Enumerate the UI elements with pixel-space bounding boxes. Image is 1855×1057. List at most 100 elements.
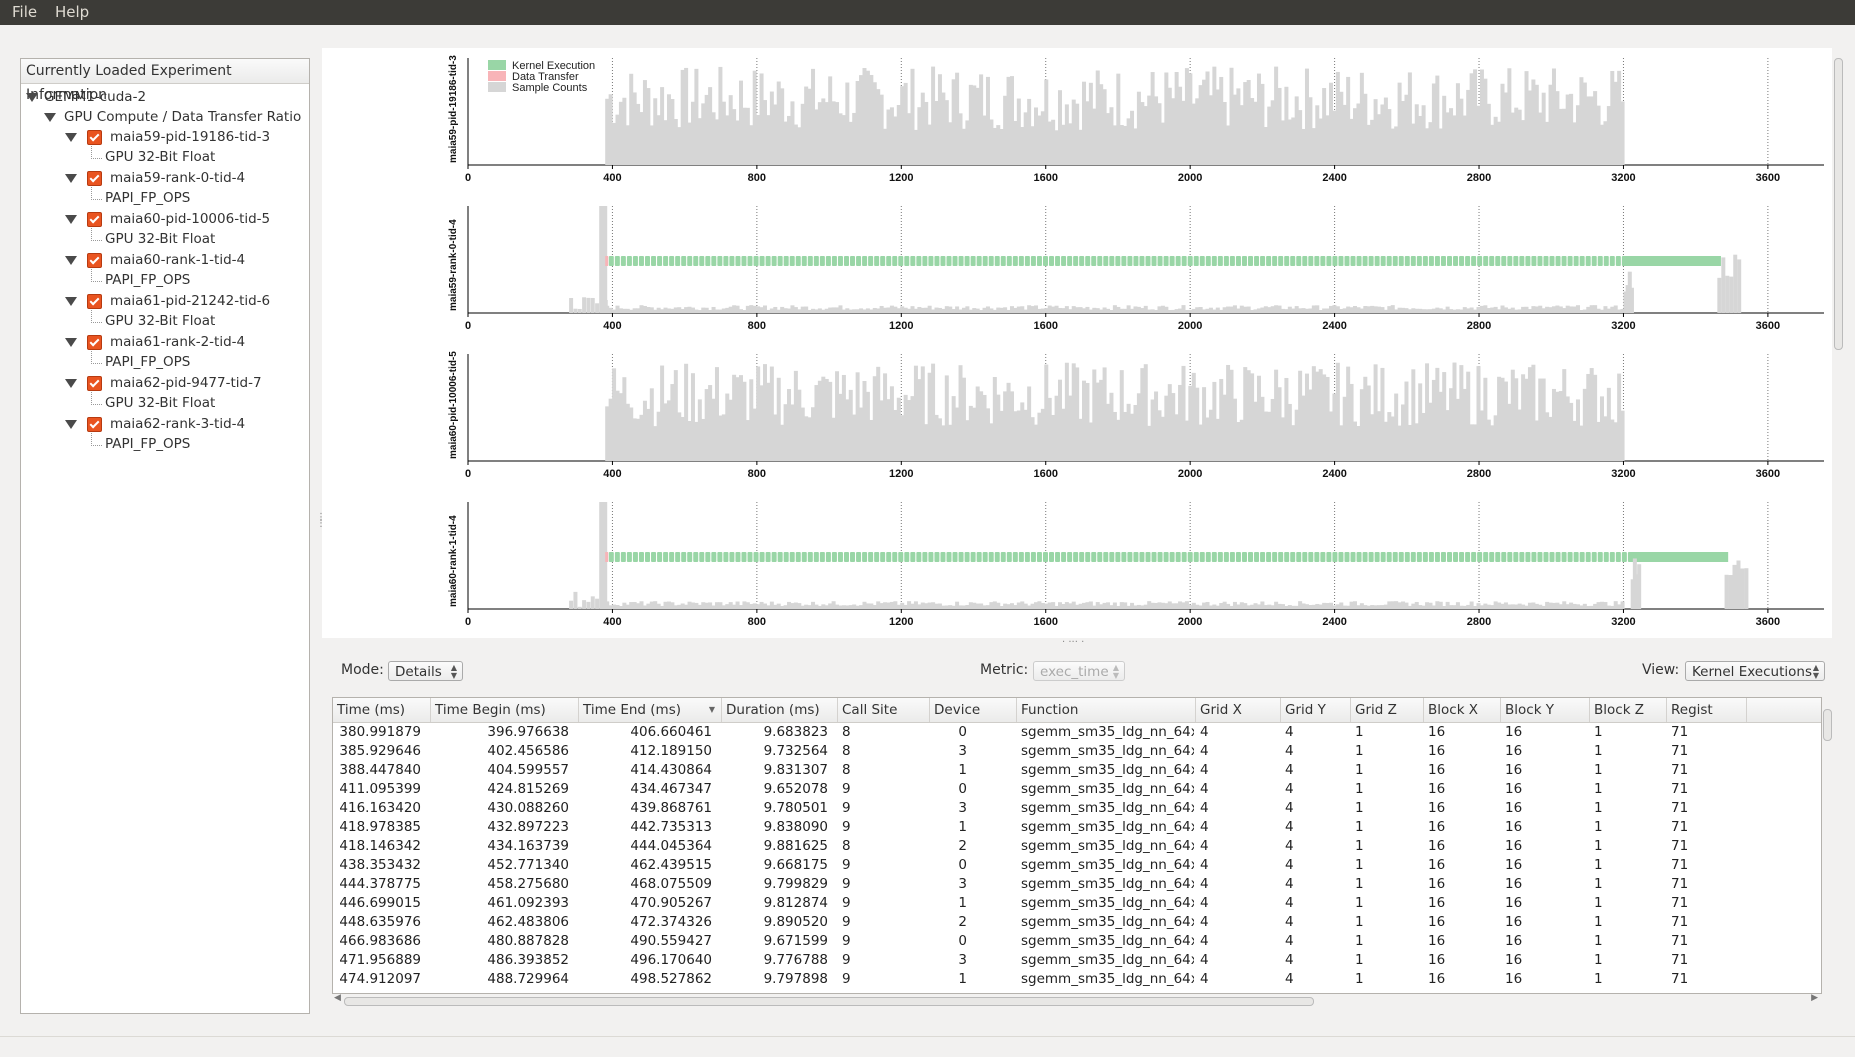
sample-bar xyxy=(1548,84,1553,165)
tree-root[interactable]: GEMM1-cuda-2 xyxy=(44,89,147,105)
column-header[interactable]: Block Y xyxy=(1501,698,1590,722)
chart-vertical-scrollbar[interactable] xyxy=(1832,48,1844,638)
column-header[interactable]: Block Z xyxy=(1590,698,1667,722)
horizontal-splitter-handle[interactable]: · ··· · xyxy=(1062,637,1085,648)
thread-checkbox[interactable] xyxy=(87,335,102,350)
vertical-splitter-handle[interactable]: ⋮ ⋮ xyxy=(316,512,326,529)
mode-select[interactable]: Details ▲ ▼ xyxy=(388,661,463,681)
table-row[interactable]: 388.447840 404.599557 414.430864 9.831307 8 1… xyxy=(333,761,1821,780)
view-select[interactable]: Kernel Executions ▲ ▼ xyxy=(1685,661,1825,681)
sample-bar xyxy=(1469,307,1474,313)
table-row[interactable]: 448.635976 462.483806 472.374326 9.890520 9 2… xyxy=(333,913,1821,932)
column-header[interactable]: Function xyxy=(1017,698,1196,722)
tree-thread-item[interactable]: maia59-rank-0-tid-4 xyxy=(110,170,246,186)
table-cell: 4 xyxy=(1200,933,1209,949)
table-row[interactable]: 418.146342 434.163739 444.045364 9.881625 8 2… xyxy=(333,837,1821,856)
table-row[interactable]: 444.378775 458.275680 468.075509 9.799829 9 3… xyxy=(333,875,1821,894)
tree-metric-item[interactable]: GPU 32-Bit Float xyxy=(105,231,216,247)
expand-triangle-icon[interactable] xyxy=(65,215,77,224)
column-header[interactable]: Block X xyxy=(1424,698,1501,722)
scroll-right-icon[interactable]: ▶ xyxy=(1811,993,1818,1003)
menu-file[interactable]: File xyxy=(12,3,38,21)
expand-triangle-icon[interactable] xyxy=(65,420,77,429)
column-header[interactable]: Grid Y xyxy=(1281,698,1351,722)
sample-bar xyxy=(742,107,747,165)
sample-bar xyxy=(1442,95,1447,165)
tree-thread-item[interactable]: maia60-rank-1-tid-4 xyxy=(110,252,246,268)
column-header[interactable]: Grid X xyxy=(1196,698,1281,722)
column-header[interactable]: Regist xyxy=(1667,698,1747,722)
tree-group[interactable]: GPU Compute / Data Transfer Ratio xyxy=(64,109,302,125)
tree-thread-item[interactable]: maia61-rank-2-tid-4 xyxy=(110,334,246,350)
column-header[interactable]: Time (ms) xyxy=(333,698,431,722)
kernel-execution-mark xyxy=(1115,256,1121,266)
tree-thread-item[interactable]: maia60-pid-10006-tid-5 xyxy=(110,211,271,227)
table-row[interactable]: 474.912097 488.729964 498.527862 9.797898 9 1… xyxy=(333,970,1821,989)
expand-triangle-icon[interactable] xyxy=(65,174,77,183)
column-header[interactable]: Duration (ms) xyxy=(722,698,838,722)
table-row[interactable]: 416.163420 430.088260 439.868761 9.780501 9 3… xyxy=(333,799,1821,818)
sort-descending-icon[interactable]: ▼ xyxy=(708,705,715,714)
tree-metric-item[interactable]: PAPI_FP_OPS xyxy=(105,354,191,370)
kernel-execution-mark xyxy=(1386,256,1392,266)
scroll-left-icon[interactable]: ◀ xyxy=(334,993,341,1003)
menu-help[interactable]: Help xyxy=(55,3,90,21)
table-row[interactable]: 471.956889 486.393852 496.170640 9.776788 9 3… xyxy=(333,951,1821,970)
table-horizontal-scrollbar[interactable]: ◀ ▶ xyxy=(332,993,1820,1007)
sample-bar xyxy=(725,307,730,313)
kernel-execution-mark xyxy=(1362,552,1368,562)
sample-bar xyxy=(1020,601,1025,609)
tree-metric-item[interactable]: PAPI_FP_OPS xyxy=(105,272,191,288)
table-row[interactable]: 385.929646 402.456586 412.189150 9.732564 8 3… xyxy=(333,742,1821,761)
column-header[interactable]: Time End (ms) ▼ xyxy=(579,698,722,722)
expand-triangle-icon[interactable] xyxy=(65,338,77,347)
thread-checkbox[interactable] xyxy=(87,171,102,186)
thread-checkbox[interactable] xyxy=(87,417,102,432)
table-row[interactable]: 418.978385 432.897223 442.735313 9.838090 9 1… xyxy=(333,818,1821,837)
table-row[interactable]: 466.983686 480.887828 490.559427 9.671599 9 0… xyxy=(333,932,1821,951)
thread-checkbox[interactable] xyxy=(87,253,102,268)
expand-triangle-icon[interactable] xyxy=(65,297,77,306)
tree-metric-item[interactable]: GPU 32-Bit Float xyxy=(105,313,216,329)
sample-bar xyxy=(1140,102,1145,165)
expand-triangle-icon[interactable] xyxy=(65,133,77,142)
sample-bar xyxy=(1462,115,1467,165)
expand-triangle-icon[interactable] xyxy=(26,93,38,102)
kernel-execution-mark xyxy=(1012,256,1018,266)
thread-checkbox[interactable] xyxy=(87,294,102,309)
table-row[interactable]: 380.991879 396.976638 406.660461 9.683823 8 0… xyxy=(333,723,1821,742)
sample-bar xyxy=(766,382,771,461)
table-hscroll-thumb[interactable] xyxy=(344,997,1314,1006)
tree-metric-item[interactable]: PAPI_FP_OPS xyxy=(105,436,191,452)
sample-bar xyxy=(979,74,984,165)
tree-thread-item[interactable]: maia62-pid-9477-tid-7 xyxy=(110,375,262,391)
expand-triangle-icon[interactable] xyxy=(65,256,77,265)
expand-triangle-icon[interactable] xyxy=(65,379,77,388)
tree-metric-item[interactable]: GPU 32-Bit Float xyxy=(105,395,216,411)
tree-metric-item[interactable]: PAPI_FP_OPS xyxy=(105,190,191,206)
chart-scroll-thumb[interactable] xyxy=(1834,58,1843,350)
thread-checkbox[interactable] xyxy=(87,130,102,145)
column-header[interactable]: Grid Z xyxy=(1351,698,1424,722)
tree-thread-item[interactable]: maia59-pid-19186-tid-3 xyxy=(110,129,271,145)
column-header[interactable]: Time Begin (ms) xyxy=(431,698,579,722)
table-row[interactable]: 446.699015 461.092393 470.905267 9.812874 9 1… xyxy=(333,894,1821,913)
tree-thread-item[interactable]: maia61-pid-21242-tid-6 xyxy=(110,293,271,309)
table-row[interactable]: 411.095399 424.815269 434.467347 9.652078 9 0… xyxy=(333,780,1821,799)
sample-bar xyxy=(1253,309,1258,313)
expand-triangle-icon[interactable] xyxy=(44,113,56,122)
tree-metric-item[interactable]: GPU 32-Bit Float xyxy=(105,149,216,165)
table-vscroll-thumb[interactable] xyxy=(1823,709,1832,741)
table-vertical-scrollbar[interactable] xyxy=(1821,697,1833,992)
table-row[interactable]: 438.353432 452.771340 462.439515 9.668175 9 0… xyxy=(333,856,1821,875)
tree-thread-item[interactable]: maia62-rank-3-tid-4 xyxy=(110,416,246,432)
thread-checkbox[interactable] xyxy=(87,376,102,391)
kernel-execution-mark xyxy=(1561,256,1567,266)
kernel-execution-mark xyxy=(1573,552,1579,562)
sample-bar xyxy=(1404,308,1409,313)
column-header[interactable]: Device xyxy=(930,698,1017,722)
thread-checkbox[interactable] xyxy=(87,212,102,227)
sample-bar xyxy=(927,602,932,609)
column-header[interactable]: Call Site xyxy=(838,698,930,722)
sample-bar xyxy=(1582,309,1587,313)
